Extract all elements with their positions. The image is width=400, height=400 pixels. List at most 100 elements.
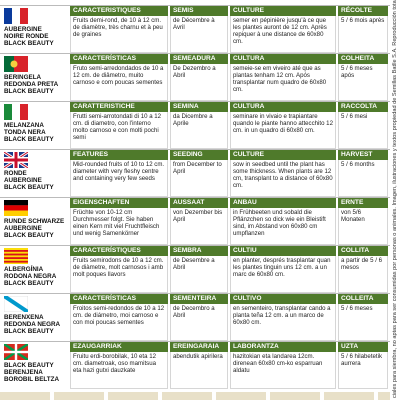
column-header: EIGENSCHAFTEN [70,198,168,208]
variety-name: BLACK BEAUTY [4,136,54,143]
cell: Mid-rounded fruits of 10 to 12 cm. diame… [70,160,168,197]
bottom-strip [0,392,390,400]
column-header: CARACTERÍSTICAS [70,54,168,64]
variety-name: BLACK BEAUTY [4,40,54,47]
flag [4,152,28,168]
side-legal-text: ciales para siembra, no aptas para ser c… [392,0,398,398]
column-header: SEEDING [170,150,228,160]
variety-name: REDONDA PRETA [4,81,59,88]
variety-name: AUBERGINE [4,225,42,232]
variety-name: BLACK BEAUTY [4,88,54,95]
column-header: FEATURES [70,150,168,160]
cell: da Dicembre a Aprile [170,112,228,149]
column-header: CULTIVO [230,294,336,304]
column-header: RÉCOLTE [338,6,388,16]
flag [4,56,28,72]
variety-name: BLACK BEAUTY [4,362,54,369]
cell: 5 / 6 meses após [338,64,388,101]
row-divider [0,53,390,54]
cell: hazitokian eta landarea 12cm. direnean 6… [230,352,336,389]
variety-name: ALBERGÍNIA [4,266,44,273]
row-divider [0,293,390,294]
cell: 5 / 6 hilabetetik aurrera [338,352,388,389]
column-header: SEMEADURA [170,54,228,64]
cell: de Decembro a Abril [170,304,228,341]
cell: sow in seedbed until the plant has some … [230,160,336,197]
cell: Fruits demi-rond, de 10 à 12 cm. de diam… [70,16,168,53]
column-header: EZAUGARRIAK [70,342,168,352]
cell: von 5/6 Monaten [338,208,388,245]
variety-name: BERINGELA [4,74,42,81]
cell: semeie-se em viveiro até que as plantas … [230,64,336,101]
variety-name: RONDE [4,170,27,177]
column-header: SEMENTEIRA [170,294,228,304]
variety-name: RUNDE SCHWARZE [4,218,65,225]
cell: en planter, després trasplantar quan les… [230,256,336,293]
cell: Frutti semi-arrotondati di 10 a 12 cm. d… [70,112,168,149]
column-header: UZTA [338,342,388,352]
cell: en sementeiro, transplantar cando a plan… [230,304,336,341]
flag [4,344,28,360]
cell: seminare in vivaio e trapiantare quando … [230,112,336,149]
variety-name: BLACK BEAUTY [4,232,54,239]
cell: 5 / 6 meses [338,304,388,341]
cell: Fruto semi-arredondados de 10 a 12 cm. d… [70,64,168,101]
column-header: CARATTERISTICHE [70,102,168,112]
column-header: ERNTE [338,198,388,208]
cell: from December to April [170,160,228,197]
cell: 5 / 6 mesi [338,112,388,149]
column-header: COLLITA [338,246,388,256]
variety-name: MELANZANA [4,122,44,129]
variety-name: BLACK BEAUTY [4,184,54,191]
column-header: AUSSAAT [170,198,228,208]
cell: Froitos semi-redondos de 10 a 12 cm. de … [70,304,168,341]
cell: a partir de 5 / 6 mesos [338,256,388,293]
column-header: CULTURE [230,6,336,16]
cell: De Dezembro a Abril [170,64,228,101]
column-header: COLHEITA [338,54,388,64]
column-header: CARACTERISTIQUES [70,6,168,16]
column-header: SEMINA [170,102,228,112]
flag [4,248,28,264]
column-header: CULTURE [230,150,336,160]
variety-name: TONDA NERA [4,129,46,136]
row-divider [0,341,390,342]
column-header: CULTURA [230,54,336,64]
variety-name: BLACK BEAUTY [4,328,54,335]
column-header: SEMIS [170,6,228,16]
flag [4,296,28,312]
row-divider [0,197,390,198]
column-header: CARACTERÍSTICAS [70,294,168,304]
cell: de Desembre a Abril [170,256,228,293]
column-header: ANBAU [230,198,336,208]
row-divider [0,149,390,150]
variety-name: NOIRE RONDE [4,33,49,40]
column-header: COLLEITA [338,294,388,304]
cell: abendutik apirilera [170,352,228,389]
column-header: RACCOLTA [338,102,388,112]
flag [4,8,28,24]
variety-name: RODONA NEGRA [4,273,57,280]
cell: Früchte von 10-12 cm Durchmesser folgt. … [70,208,168,245]
flag [4,200,28,216]
variety-name: BERENJENA [4,369,43,376]
cell: in Frühbeeten und sobald die Pflänzchen … [230,208,336,245]
variety-name: AUBERGINE [4,26,42,33]
flag [4,104,28,120]
variety-name: BERENXENA [4,314,44,321]
cell: Fruitu erdi-borobilak, 10 eta 12 cm. dia… [70,352,168,389]
cell: 5 / 6 mois après [338,16,388,53]
column-header: EREINGARAIA [170,342,228,352]
cell: von Dezember bis April [170,208,228,245]
cell: Fruits semirodons de 10 a 12 cm. de diàm… [70,256,168,293]
column-header: SEMBRA [170,246,228,256]
row-divider [0,5,390,6]
variety-name: BLACK BEAUTY [4,280,54,287]
column-header: CULTURA [230,102,336,112]
column-header: CARACTERÍSTIQUES [70,246,168,256]
variety-name: BOROBIL BELTZA [4,376,60,383]
cell: semer en pépinière jusqu'à ce que les pl… [230,16,336,53]
variety-name: REDONDA NEGRA [4,321,61,328]
cell: 5 / 6 months [338,160,388,197]
